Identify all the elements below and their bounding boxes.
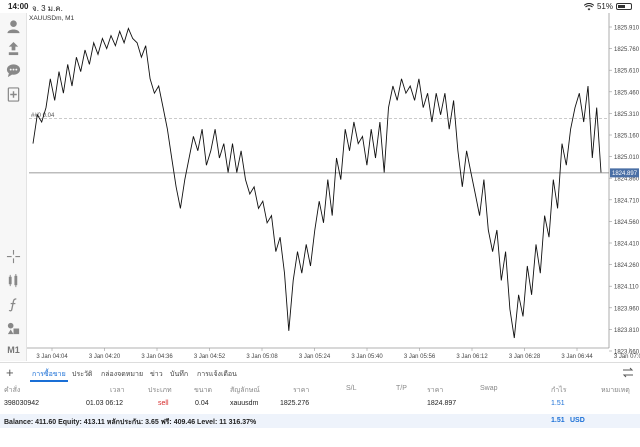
account-icon[interactable] [4, 17, 23, 35]
x-tick-label: 3 Jan 05:08 [246, 354, 278, 360]
y-tick-label: 1823.960 [614, 306, 640, 312]
bid-price-tag [610, 168, 639, 178]
currency-label: USD [570, 417, 585, 424]
chat-icon[interactable] [4, 61, 23, 79]
x-tick-label: 3 Jan 04:04 [36, 354, 68, 360]
date: จ. 3 ม.ค. [32, 4, 63, 13]
header-swap: Swap [480, 385, 498, 392]
header-order: คำสั่ง [4, 387, 21, 394]
tab-journal[interactable]: บันทึก [170, 371, 189, 378]
order-open-price: 1825.276 [280, 400, 310, 407]
x-tick-label: 3 Jan 04:20 [89, 354, 121, 360]
header-volume: ขนาด [194, 387, 213, 394]
y-tick-label: 1824.260 [614, 263, 640, 269]
header-profit: กำไร [551, 387, 567, 394]
header-comment: หมายเหตุ [601, 387, 630, 394]
trade-table-header: คำสั่ง เวลา ประเภท ขนาด สัญลักษณ์ ราคา S… [0, 382, 640, 396]
y-tick-label: 1823.810 [614, 328, 640, 334]
balance-summary: Balance: 411.60 Equity: 413.11 หลักประกั… [0, 414, 640, 428]
wifi-icon [583, 2, 594, 10]
active-tab-indicator [30, 380, 68, 382]
price-line-series [32, 27, 602, 339]
swap-arrows-icon[interactable] [622, 367, 634, 378]
x-tick-label: 3 Jan 06:12 [456, 354, 488, 360]
order-current-price: 1824.897 [427, 400, 457, 407]
chart-symbol-label: XAUUSDm, M1 [29, 15, 75, 22]
y-tick-label: 1825.310 [614, 112, 640, 118]
y-tick-label: 1824.560 [614, 220, 640, 226]
x-tick-label: 3 Jan 06:44 [561, 354, 593, 360]
header-time: เวลา [110, 387, 125, 394]
battery-percent: 51% [596, 2, 613, 11]
objects-icon[interactable] [4, 319, 23, 337]
y-tick-label: 1823.660 [614, 350, 640, 356]
tab-mailbox[interactable]: กล่องจดหมาย [101, 371, 144, 378]
clock: 14:00 [8, 2, 29, 11]
tab-history[interactable]: ประวัติ [72, 371, 93, 378]
toolbox-tabs: + การซื้อขาย ประวัติ กล่องจดหมาย ข่าว บั… [0, 362, 640, 382]
y-tick-label: 1825.760 [614, 47, 640, 53]
y-tick-label: 1825.610 [614, 69, 640, 75]
function-icon[interactable] [4, 295, 23, 313]
timeframe-label: M1 [7, 345, 20, 355]
order-symbol: xauusdm [230, 400, 259, 407]
crosshair-icon[interactable] [4, 247, 23, 265]
y-tick-label: 1824.860 [614, 177, 640, 183]
x-tick-label: 3 Jan 05:56 [404, 354, 436, 360]
header-type: ประเภท [148, 387, 172, 394]
header-current-price: ราคา [427, 387, 444, 394]
x-tick-label: 3 Jan 04:52 [194, 354, 226, 360]
timeframe-button[interactable]: M1 [4, 341, 23, 359]
order-type: sell [158, 400, 169, 407]
tab-trade[interactable]: การซื้อขาย [32, 371, 66, 378]
header-tp: T/P [396, 385, 407, 392]
x-tick-label: 3 Jan 07:00 [614, 354, 640, 360]
y-tick-label: 1824.110 [614, 285, 639, 291]
table-row[interactable]: 398030942 01.03 06:12 sell 0.04 xauusdm … [0, 397, 640, 411]
bid-price-label: 1824.897 [612, 171, 638, 177]
chart-canvas[interactable]: 1825.910 1825.760 1825.610 1825.460 1825.310… [27, 13, 640, 361]
tab-news[interactable]: ข่าว [150, 371, 163, 378]
order-id: 398030942 [4, 400, 40, 407]
header-price: ราคา [293, 387, 310, 394]
y-tick-label: 1824.710 [614, 198, 640, 204]
header-sl: S/L [346, 385, 357, 392]
x-tick-label: 3 Jan 05:24 [299, 354, 331, 360]
y-tick-label: 1824.410 [614, 242, 640, 248]
x-tick-label: 3 Jan 04:36 [141, 354, 173, 360]
indicators-icon[interactable] [4, 271, 23, 289]
order-volume: 0.04 [195, 400, 209, 407]
y-tick-label: 1825.460 [614, 90, 640, 96]
y-tick-label: 1825.010 [614, 155, 640, 161]
y-tick-label: 1825.910 [614, 26, 640, 32]
order-profit: 1.51 [551, 400, 565, 407]
y-tick-label: 1825.160 [614, 134, 640, 140]
x-tick-label: 3 Jan 05:40 [351, 354, 383, 360]
add-icon[interactable]: + [6, 365, 14, 380]
x-tick-label: 3 Jan 06:28 [509, 354, 541, 360]
open-price-label: ##0 0.04 [31, 113, 55, 119]
trade-icon[interactable] [4, 39, 23, 57]
balance-text: Balance: 411.60 Equity: 413.11 หลักประกั… [4, 419, 257, 426]
status-bar: 14:00 จ. 3 ม.ค. 51% [0, 0, 640, 13]
header-symbol: สัญลักษณ์ [230, 387, 260, 394]
battery-icon [616, 3, 632, 10]
tab-alerts[interactable]: การแจ้งเตือน [197, 371, 237, 378]
chart-toolbar: M1 [0, 13, 27, 361]
new-order-icon[interactable] [4, 85, 23, 103]
total-profit: 1.51 [551, 417, 565, 424]
status-right: 51% [583, 2, 632, 11]
price-chart[interactable]: 1825.910 1825.760 1825.610 1825.460 1825.310… [27, 13, 640, 361]
order-time: 01.03 06:12 [86, 400, 123, 407]
